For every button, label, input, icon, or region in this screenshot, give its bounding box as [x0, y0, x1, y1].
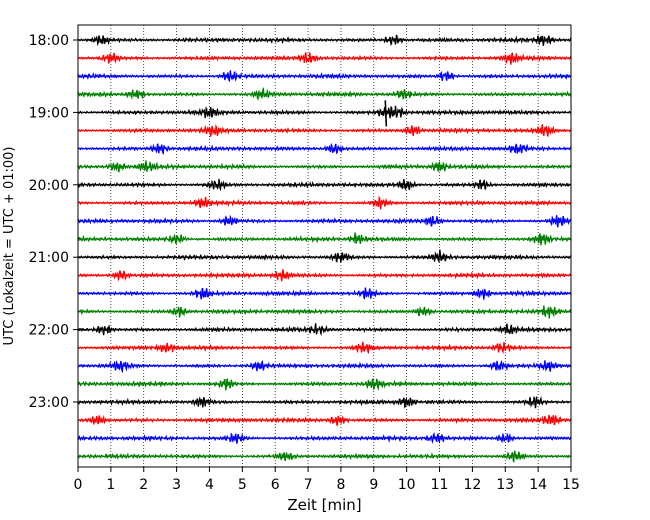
x-tick-label: 5	[238, 477, 247, 493]
x-tick-label: 6	[271, 477, 280, 493]
trace-2345	[77, 450, 572, 463]
x-tick-label: 3	[172, 477, 181, 493]
x-tick-label: 2	[139, 477, 148, 493]
x-tick-label: 13	[496, 477, 514, 493]
y-tick-label: 22:00	[29, 323, 69, 339]
trace-1815	[77, 52, 572, 65]
trace-2145	[77, 305, 572, 319]
trace-2000	[77, 178, 572, 192]
trace-2100	[77, 249, 572, 264]
y-tick-label: 23:00	[29, 395, 69, 411]
y-tick-label: 20:00	[29, 178, 69, 194]
x-tick-label: 14	[529, 477, 547, 493]
trace-2200	[77, 323, 572, 336]
trace-2215	[77, 340, 572, 355]
trace-2230	[77, 359, 572, 374]
trace-2300	[77, 395, 572, 409]
x-tick-label: 10	[398, 477, 416, 493]
y-tick-label: 21:00	[29, 250, 69, 266]
trace-1915	[77, 123, 572, 137]
trace-2115	[77, 269, 572, 282]
x-tick-label: 15	[562, 477, 580, 493]
x-tick-label: 0	[74, 477, 83, 493]
event-spike	[384, 100, 388, 127]
x-tick-label: 8	[336, 477, 345, 493]
trace-1800	[77, 34, 572, 47]
trace-1945	[77, 160, 572, 173]
trace-1845	[77, 87, 572, 101]
x-axis-title: Zeit [min]	[287, 496, 361, 514]
y-axis-title: UTC (Lokalzeit = UTC + 01:00)	[2, 147, 17, 346]
y-tick-label: 19:00	[29, 105, 69, 121]
x-tick-label: 9	[369, 477, 378, 493]
x-tick-label: 11	[431, 477, 449, 493]
trace-2245	[77, 378, 572, 391]
trace-2030	[77, 214, 572, 228]
trace-2315	[77, 414, 572, 426]
x-tick-label: 12	[463, 477, 481, 493]
trace-2130	[77, 287, 572, 300]
x-axis-ticks: 0 1 2 3 4 5 6 7 8 9 10 11 12 13 14 15	[74, 467, 580, 493]
trace-1900	[77, 105, 572, 119]
trace-2015	[77, 195, 572, 210]
y-tick-label: 18:00	[29, 33, 69, 49]
x-tick-label: 7	[304, 477, 313, 493]
traces	[77, 34, 572, 463]
trace-2330	[77, 432, 572, 445]
plot-frame	[77, 24, 572, 468]
y-axis-ticks: 18:00 19:00 20:00 21:00 22:00 23:00	[29, 33, 78, 411]
grid	[110, 25, 539, 467]
x-tick-label: 4	[205, 477, 214, 493]
x-tick-label: 1	[106, 477, 115, 493]
trace-1930	[77, 142, 572, 155]
trace-2045	[77, 232, 572, 246]
trace-1830	[77, 70, 572, 83]
